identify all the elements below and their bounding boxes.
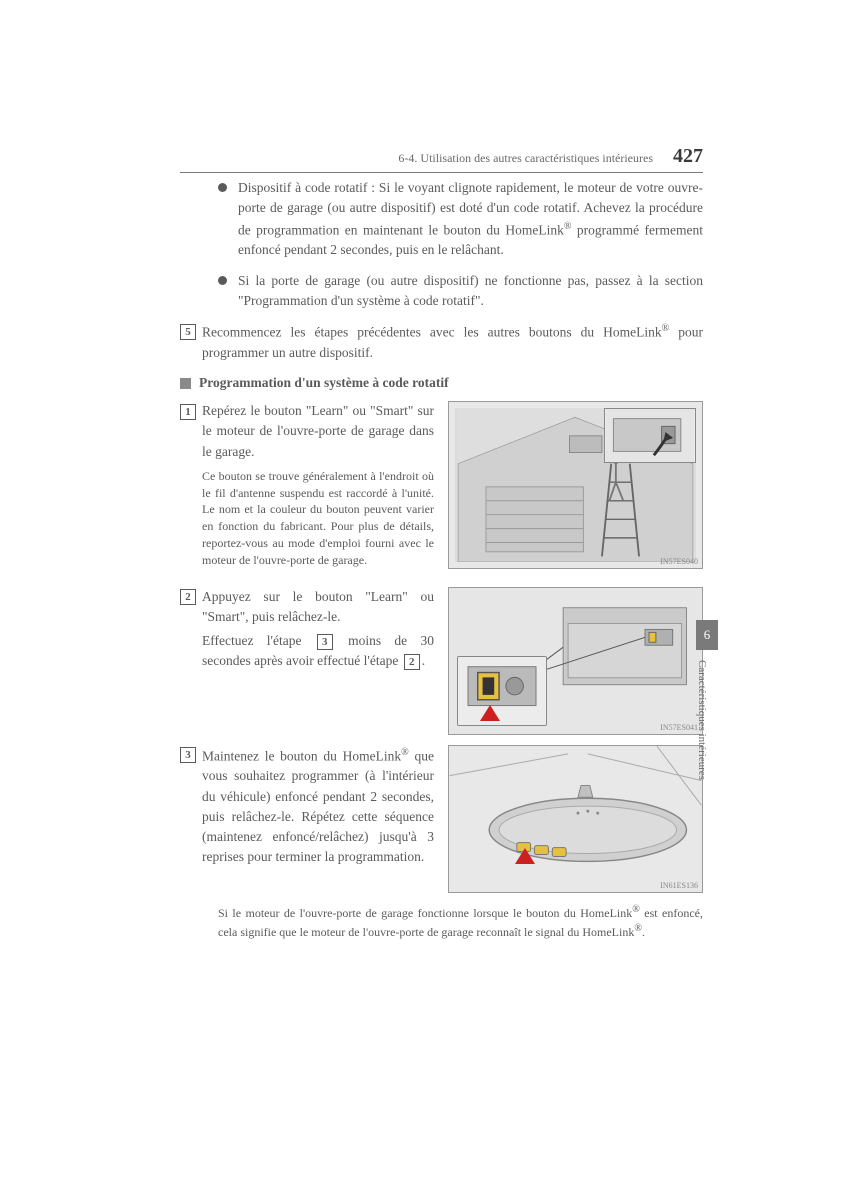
registered-icon: ® [401,747,409,758]
bullet-text: Dispositif à code rotatif : Si le voyant… [238,178,703,261]
chapter-number-badge: 6 [696,620,718,650]
heading-text: Programmation d'un système à code rotati… [199,375,449,391]
registered-icon: ® [634,923,642,934]
step-main-text: Repérez le bouton "Learn" ou "Smart" sur… [202,401,434,462]
step-number: 3 [180,747,196,763]
registered-icon: ® [632,904,640,915]
garage-interior-illustration: IN57ES040 [448,401,703,569]
step-number: 5 [180,324,196,340]
section-breadcrumb: 6-4. Utilisation des autres caractéristi… [180,151,673,166]
illustration-column: IN57ES040 [448,401,703,577]
bullet-icon [218,183,230,261]
bullet-icon [218,276,230,312]
step-text: Recommencez les étapes précédentes avec … [202,321,703,363]
step-with-illustration: 1 Repérez le bouton "Learn" ou "Smart" s… [180,401,703,577]
subsection-heading: Programmation d'un système à code rotati… [180,375,703,391]
mirror-homelink-illustration: IN61ES136 [448,745,703,893]
bullet-list: Dispositif à code rotatif : Si le voyant… [218,178,703,311]
bullet-item: Dispositif à code rotatif : Si le voyant… [218,178,703,261]
bullet-item: Si la porte de garage (ou autre disposit… [218,271,703,312]
step-text-column: 3 Maintenez le bouton du HomeLink® que v… [180,745,434,893]
illustration-id: IN61ES136 [660,881,698,890]
square-marker-icon [180,378,191,389]
step-item: 5 Recommencez les étapes précédentes ave… [180,321,703,363]
motor-button-illustration: IN57ES041 [448,587,703,735]
illustration-column: IN61ES136 [448,745,703,893]
main-content: Dispositif à code rotatif : Si le voyant… [180,178,703,941]
step-note-text: Ce bouton se trouve généralement à l'end… [202,468,434,569]
step-text: Appuyez sur le bouton "Learn" ou "Smart"… [202,587,434,672]
page-header: 6-4. Utilisation des autres caractéristi… [180,145,703,173]
step-marker: 5 [180,321,202,363]
arrow-icon [480,705,500,721]
step-text-column: 2 Appuyez sur le bouton "Learn" ou "Smar… [180,587,434,735]
chapter-side-tab: 6 Caractéristiques intérieures [696,620,718,850]
step-text: Maintenez le bouton du HomeLink® que vou… [202,745,434,868]
step-with-illustration: 2 Appuyez sur le bouton "Learn" ou "Smar… [180,587,703,735]
footnote-text: Si le moteur de l'ouvre-porte de garage … [218,903,703,942]
bullet-text: Si la porte de garage (ou autre disposit… [238,271,703,312]
illustration-column: IN57ES041 [448,587,703,735]
step-number: 1 [180,404,196,420]
illustration-id: IN57ES040 [660,557,698,566]
step-number: 2 [180,589,196,605]
step-text-column: 1 Repérez le bouton "Learn" ou "Smart" s… [180,401,434,577]
page-number: 427 [673,145,703,168]
inline-step-ref: 2 [404,654,420,670]
step-with-illustration: 3 Maintenez le bouton du HomeLink® que v… [180,745,703,893]
chapter-label: Caractéristiques intérieures [696,650,708,850]
arrow-icon [515,848,535,864]
inline-step-ref: 3 [317,634,333,650]
illustration-id: IN57ES041 [660,723,698,732]
